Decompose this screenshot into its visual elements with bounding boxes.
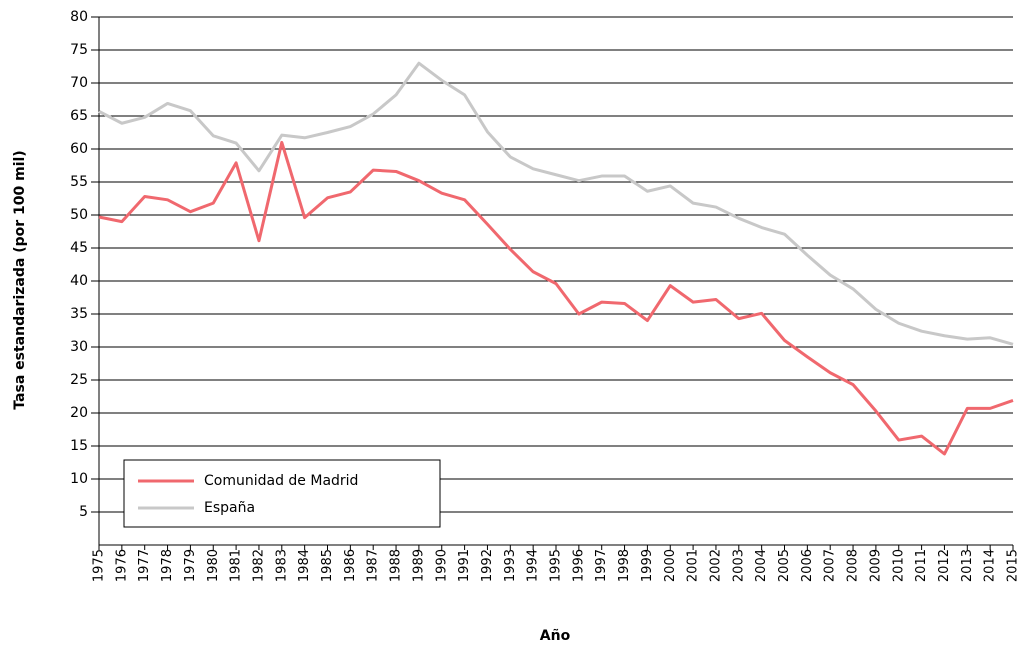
legend-label: Comunidad de Madrid xyxy=(204,473,358,489)
x-tick-label: 1982 xyxy=(251,549,266,582)
y-tick-label: 75 xyxy=(70,42,88,58)
x-tick-label: 1989 xyxy=(411,549,426,582)
y-tick-label: 40 xyxy=(70,273,88,289)
x-tick-label: 1997 xyxy=(594,549,609,582)
series-line xyxy=(98,140,1014,456)
x-tick-label: 2010 xyxy=(891,549,906,582)
x-axis-label: Año xyxy=(540,628,571,644)
x-tick-label: 1999 xyxy=(640,549,655,582)
x-tick-label: 1996 xyxy=(571,549,586,582)
x-tick-label: 2000 xyxy=(663,549,678,582)
x-tick-label: 2015 xyxy=(1006,549,1021,582)
x-tick-label: 2005 xyxy=(777,549,792,582)
x-tick-label: 1988 xyxy=(389,549,404,582)
x-tick-label: 1995 xyxy=(549,549,564,582)
x-tick-label: 1986 xyxy=(343,549,358,582)
x-tick-label: 1979 xyxy=(183,549,198,582)
x-tick-label: 2012 xyxy=(937,549,952,582)
x-tick-label: 1983 xyxy=(274,549,289,582)
y-tick-label: 25 xyxy=(70,372,88,388)
x-tick-label: 1991 xyxy=(457,549,472,582)
x-tick-label: 2009 xyxy=(868,549,883,582)
y-tick-label: 5 xyxy=(79,504,88,520)
x-tick-label: 1990 xyxy=(434,549,449,582)
y-tick-label: 15 xyxy=(70,438,88,454)
y-tick-label: 50 xyxy=(70,207,88,223)
y-tick-label: 10 xyxy=(70,471,88,487)
x-tick-label: 1980 xyxy=(206,549,221,582)
x-tick-label: 2006 xyxy=(800,549,815,582)
y-tick-label: 55 xyxy=(70,174,88,190)
x-tick-label: 1998 xyxy=(617,549,632,582)
x-tick-label: 2014 xyxy=(983,549,998,582)
x-tick-label: 1992 xyxy=(480,549,495,582)
x-tick-label: 2001 xyxy=(686,549,701,582)
y-tick-label: 20 xyxy=(70,405,88,421)
x-tick-label: 2008 xyxy=(846,549,861,582)
series-line xyxy=(98,61,1014,346)
y-tick-label: 70 xyxy=(70,75,88,91)
x-tick-label: 1981 xyxy=(229,549,244,582)
x-tick-label: 1977 xyxy=(137,549,152,582)
x-tick-label: 1976 xyxy=(114,549,129,582)
x-tick-label: 1984 xyxy=(297,549,312,582)
y-tick-label: 45 xyxy=(70,240,88,256)
y-axis-label: Tasa estandarizada (por 100 mil) xyxy=(12,150,28,409)
x-tick-label: 1975 xyxy=(92,549,107,582)
x-tick-label: 1978 xyxy=(160,549,175,582)
x-tick-label: 2007 xyxy=(823,549,838,582)
y-tick-label: 60 xyxy=(70,141,88,157)
y-tick-label: 30 xyxy=(70,339,88,355)
x-tick-label: 1994 xyxy=(526,549,541,582)
x-tick-label: 2003 xyxy=(731,549,746,582)
x-tick-label: 1985 xyxy=(320,549,335,582)
legend-box xyxy=(123,459,441,528)
x-tick-label: 2004 xyxy=(754,549,769,582)
y-tick-label: 65 xyxy=(70,108,88,124)
x-tick-label: 1993 xyxy=(503,549,518,582)
x-tick-label: 2011 xyxy=(914,549,929,582)
legend-label: España xyxy=(204,500,255,516)
x-tick-label: 1987 xyxy=(366,549,381,582)
y-tick-label: 35 xyxy=(70,306,88,322)
x-tick-label: 2013 xyxy=(960,549,975,582)
y-tick-label: 80 xyxy=(70,9,88,25)
x-tick-label: 2002 xyxy=(708,549,723,582)
